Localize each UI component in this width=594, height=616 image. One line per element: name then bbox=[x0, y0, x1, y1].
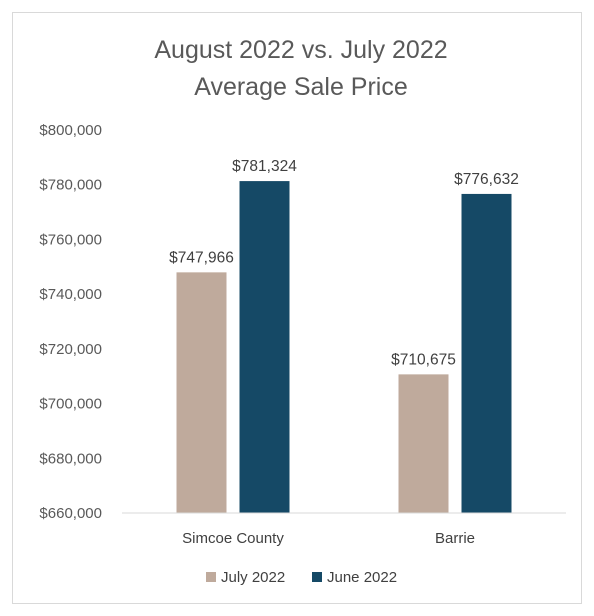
y-tick-label: $660,000 bbox=[39, 505, 102, 522]
y-tick-label: $680,000 bbox=[39, 450, 102, 467]
bar-june-2022-barrie bbox=[461, 193, 512, 514]
y-tick-label: $740,000 bbox=[39, 286, 102, 303]
x-category-label: Barrie bbox=[435, 530, 475, 547]
chart-title-line-2: Average Sale Price bbox=[194, 73, 408, 101]
bar-july-2022-barrie bbox=[398, 374, 449, 513]
data-label: $776,632 bbox=[454, 171, 519, 188]
y-tick-label: $720,000 bbox=[39, 341, 102, 358]
legend-label: July 2022 bbox=[221, 569, 285, 586]
data-label: $781,324 bbox=[232, 158, 297, 175]
y-tick-label: $760,000 bbox=[39, 231, 102, 248]
legend-swatch bbox=[206, 572, 216, 582]
bar-june-2022-simcoe-county bbox=[239, 181, 290, 513]
legend-label: June 2022 bbox=[327, 569, 397, 586]
legend-swatch bbox=[312, 572, 322, 582]
data-label: $710,675 bbox=[391, 351, 456, 368]
y-tick-label: $800,000 bbox=[39, 122, 102, 139]
y-tick-label: $780,000 bbox=[39, 177, 102, 194]
bar-july-2022-simcoe-county bbox=[176, 272, 227, 513]
chart-title-line-1: August 2022 vs. July 2022 bbox=[154, 36, 447, 64]
x-category-label: Simcoe County bbox=[182, 530, 284, 547]
y-tick-label: $700,000 bbox=[39, 396, 102, 413]
data-label: $747,966 bbox=[169, 249, 234, 266]
